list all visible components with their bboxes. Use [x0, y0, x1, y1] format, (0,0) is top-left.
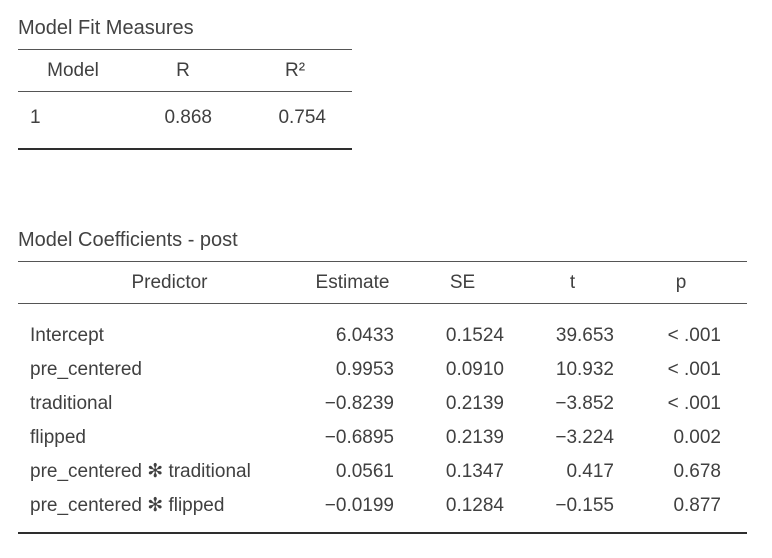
cell-estimate: −0.0199 — [310, 489, 420, 534]
column-header-p: p — [640, 261, 747, 304]
cell-p: < .001 — [667, 359, 721, 380]
cell-p: < .001 — [667, 393, 721, 414]
cell-estimate: 0.0561 — [335, 461, 394, 482]
model-fit-section[interactable]: Model Fit Measures Model R R² 1 0.868 0.… — [18, 16, 772, 150]
model-coefficients-title: Model Coefficients - post — [18, 229, 238, 251]
model-coefficients-table: Predictor Estimate SE t p Intercept 6.04… — [18, 261, 747, 534]
model-fit-table: Model R R² 1 0.868 0.754 — [18, 49, 352, 150]
cell-estimate: 0.9953 — [335, 359, 394, 380]
cell-p: 0.678 — [673, 461, 721, 482]
column-header-r: R — [128, 49, 238, 92]
model-fit-title: Model Fit Measures — [18, 17, 194, 39]
column-header-predictor: Predictor — [18, 261, 310, 304]
table-row-traditional: traditional −0.8239 0.2139 −3.852 < .001 — [18, 387, 747, 421]
cell-predictor: Intercept — [30, 325, 104, 346]
header-row: Model R R² — [18, 49, 352, 92]
column-header-r-squared: R² — [238, 49, 352, 92]
cell-estimate: 6.0433 — [335, 325, 394, 346]
cell-predictor: pre_centered ✻ traditional — [30, 461, 251, 482]
table-row-flipped: flipped −0.6895 0.2139 −3.224 0.002 — [18, 421, 747, 455]
cell-t: 39.653 — [555, 325, 614, 346]
cell-model-number: 1 — [18, 91, 128, 150]
column-header-se: SE — [420, 261, 530, 304]
cell-se: 0.1524 — [445, 325, 504, 346]
cell-se: 0.1347 — [445, 461, 504, 482]
column-header-estimate: Estimate — [310, 261, 420, 304]
cell-r-squared-value: 0.754 — [238, 91, 352, 150]
cell-t: −3.852 — [555, 393, 614, 414]
cell-predictor: pre_centered — [30, 359, 142, 380]
table-row: 1 0.868 0.754 — [18, 91, 352, 150]
cell-r-value: 0.868 — [128, 91, 238, 150]
cell-t: −0.155 — [530, 489, 640, 534]
column-header-t: t — [530, 261, 640, 304]
cell-predictor: pre_centered ✻ flipped — [18, 489, 310, 534]
cell-estimate: −0.8239 — [324, 393, 394, 414]
table-row-pre-centered-x-traditional: pre_centered ✻ traditional 0.0561 0.1347… — [18, 455, 747, 489]
cell-predictor: flipped — [30, 427, 86, 448]
table-row-intercept: Intercept 6.0433 0.1524 39.653 < .001 — [18, 304, 747, 354]
cell-p: < .001 — [667, 325, 721, 346]
cell-estimate: −0.6895 — [324, 427, 394, 448]
cell-p: 0.002 — [673, 427, 721, 448]
cell-se: 0.1284 — [420, 489, 530, 534]
header-row: Predictor Estimate SE t p — [18, 261, 747, 304]
cell-t: 0.417 — [566, 461, 614, 482]
table-row-pre-centered: pre_centered 0.9953 0.0910 10.932 < .001 — [18, 353, 747, 387]
column-header-model: Model — [18, 49, 128, 92]
table-row-pre-centered-x-flipped: pre_centered ✻ flipped −0.0199 0.1284 −0… — [18, 489, 747, 534]
cell-p: 0.877 — [640, 489, 747, 534]
cell-se: 0.2139 — [445, 393, 504, 414]
model-coefficients-section[interactable]: Model Coefficients - post Predictor Esti… — [18, 228, 772, 534]
cell-t: 10.932 — [555, 359, 614, 380]
cell-se: 0.2139 — [445, 427, 504, 448]
cell-predictor: traditional — [30, 393, 113, 414]
cell-se: 0.0910 — [445, 359, 504, 380]
cell-t: −3.224 — [555, 427, 614, 448]
results-panel: Model Fit Measures Model R R² 1 0.868 0.… — [18, 16, 772, 534]
